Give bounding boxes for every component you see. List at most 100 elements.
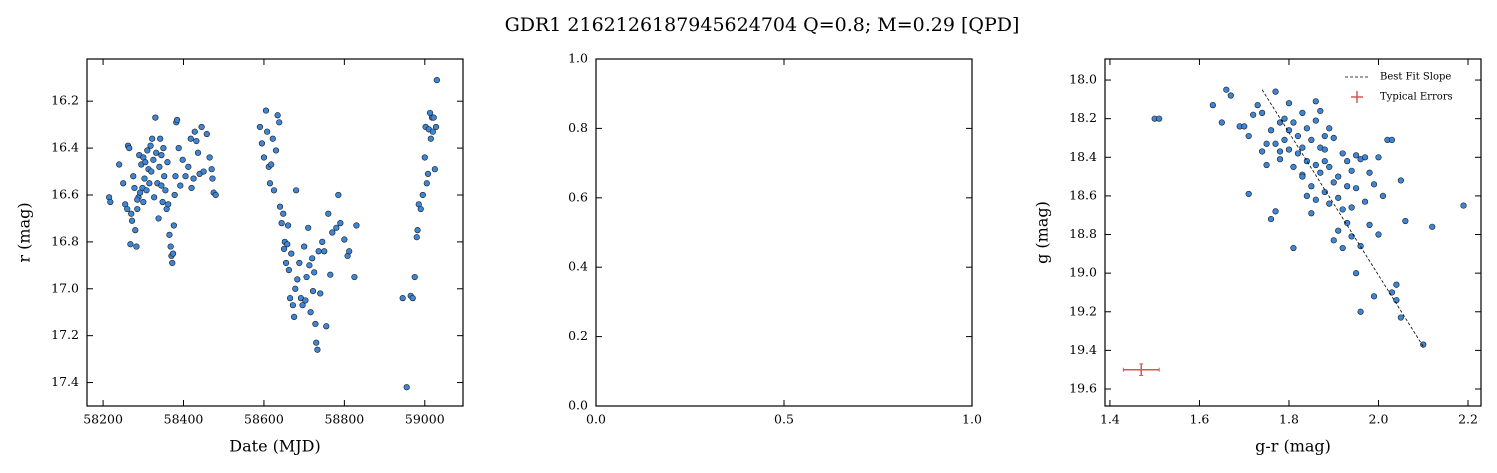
point xyxy=(264,128,271,135)
point xyxy=(193,137,200,145)
point xyxy=(430,114,437,121)
point xyxy=(188,184,195,192)
y-tick-label: 16.8 xyxy=(51,233,79,248)
point xyxy=(190,175,197,182)
x-tick-label: 58600 xyxy=(244,412,284,427)
y-tick-label: 18.2 xyxy=(1069,110,1097,125)
point xyxy=(1312,98,1319,105)
point xyxy=(212,191,219,199)
point xyxy=(1156,115,1163,122)
point xyxy=(155,215,162,222)
point xyxy=(329,229,336,236)
point xyxy=(1272,140,1279,147)
point xyxy=(209,175,216,182)
point xyxy=(1357,308,1364,315)
point xyxy=(1245,190,1252,198)
point xyxy=(167,243,174,250)
point xyxy=(294,276,301,283)
axes-frame xyxy=(595,58,973,407)
y-axis-label: g (mag) xyxy=(1033,201,1052,264)
point xyxy=(1353,270,1360,277)
point xyxy=(299,302,306,309)
point xyxy=(284,241,291,248)
point xyxy=(1294,150,1302,157)
point xyxy=(1388,289,1396,296)
point xyxy=(291,313,298,321)
x-tick-label: 1.8 xyxy=(1279,412,1299,427)
y-tick-label: 0.2 xyxy=(568,328,588,343)
point xyxy=(169,250,177,257)
point xyxy=(187,135,194,142)
y-tick-label: 18.0 xyxy=(1069,72,1097,87)
x-tick-label: 58400 xyxy=(164,412,204,427)
point xyxy=(327,271,334,278)
point xyxy=(305,224,312,231)
point xyxy=(1245,132,1252,140)
point xyxy=(315,248,322,255)
point xyxy=(1312,117,1319,124)
point xyxy=(1348,204,1355,211)
point xyxy=(158,152,165,159)
point xyxy=(319,238,326,245)
point xyxy=(403,384,410,391)
y-tick-label: 0.4 xyxy=(568,259,588,274)
point xyxy=(1326,200,1333,207)
point xyxy=(1339,150,1346,157)
point xyxy=(306,262,313,269)
point xyxy=(270,187,278,194)
y-tick-label: 0.6 xyxy=(568,189,588,204)
point xyxy=(1276,156,1284,163)
point xyxy=(262,107,270,114)
point xyxy=(120,180,127,187)
point xyxy=(301,243,308,250)
y-tick-label: 1.0 xyxy=(568,51,588,66)
point xyxy=(144,147,151,154)
point xyxy=(1223,86,1230,93)
y-tick-label: 16.4 xyxy=(51,140,79,155)
point xyxy=(278,220,285,227)
x-tick-label: 1.6 xyxy=(1190,412,1210,427)
point xyxy=(107,198,114,206)
x-tick-label: 58200 xyxy=(83,412,123,427)
point xyxy=(141,175,148,182)
point xyxy=(157,135,164,142)
point xyxy=(1353,185,1360,192)
point xyxy=(1303,192,1310,200)
point xyxy=(1281,136,1288,144)
point xyxy=(173,116,181,124)
point xyxy=(128,210,135,217)
y-tick-label: 19.6 xyxy=(1069,381,1097,396)
point xyxy=(130,173,137,180)
point xyxy=(1303,125,1310,132)
point xyxy=(1321,132,1328,140)
point xyxy=(182,173,189,180)
point xyxy=(177,182,184,189)
point xyxy=(150,156,157,163)
point xyxy=(321,248,328,255)
point xyxy=(351,273,358,281)
point xyxy=(198,123,205,131)
point xyxy=(429,128,436,135)
point xyxy=(1366,169,1373,176)
point xyxy=(1361,154,1369,161)
point xyxy=(128,217,136,224)
point xyxy=(1379,192,1387,200)
point xyxy=(317,290,324,297)
point xyxy=(149,135,156,142)
point xyxy=(421,154,428,161)
point xyxy=(153,149,160,156)
point xyxy=(1344,158,1351,165)
x-tick-label: 58800 xyxy=(324,412,364,427)
point xyxy=(151,194,158,201)
x-tick-label: 1.0 xyxy=(962,412,982,427)
point xyxy=(424,170,432,177)
point xyxy=(203,130,210,138)
point xyxy=(161,173,168,180)
point xyxy=(1375,154,1382,161)
point xyxy=(1366,221,1373,228)
y-tick-label: 17.2 xyxy=(51,327,79,342)
axes-frame xyxy=(1104,58,1482,407)
point xyxy=(1263,140,1270,147)
point xyxy=(148,168,155,175)
